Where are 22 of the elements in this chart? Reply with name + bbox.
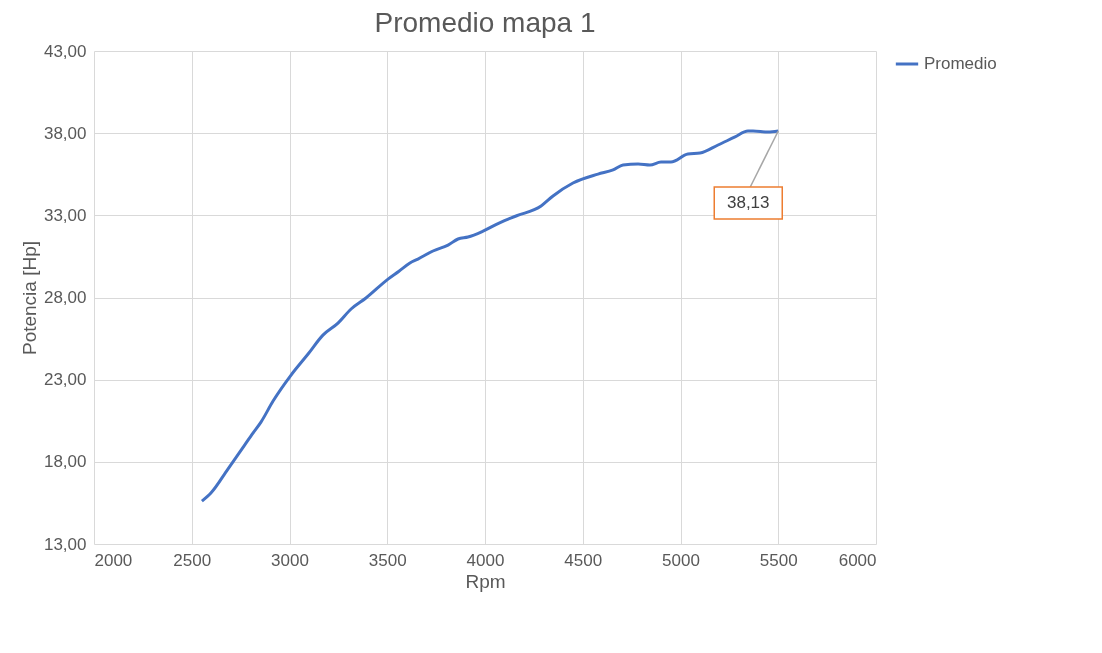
x-tick-label: 2500: [173, 550, 212, 570]
x-tick-label: 4000: [466, 550, 505, 570]
legend-label: Promedio: [924, 54, 997, 73]
x-tick-label: 3500: [368, 550, 407, 570]
x-tick-label: 2000: [94, 550, 133, 570]
y-tick-label: 43,00: [43, 41, 87, 61]
x-tick-label: 5000: [662, 550, 700, 570]
y-tick-label: 33,00: [43, 205, 87, 225]
y-tick-label: 18,00: [43, 452, 87, 472]
y-tick-label: 23,00: [43, 370, 87, 390]
chart-title: Promedio mapa 1: [374, 7, 596, 38]
x-tick-label: 5500: [759, 550, 798, 570]
line-series: [200, 129, 780, 503]
x-tick-label: 6000: [838, 550, 877, 570]
x-tick-label: 3000: [271, 550, 309, 570]
x-axis-title: Rpm: [465, 570, 506, 592]
y-tick-label: 28,00: [43, 288, 87, 307]
x-tick-label: 4500: [564, 550, 603, 570]
y-tick-label: 13,00: [43, 534, 87, 554]
y-axis-title: Potencia [Hp]: [18, 240, 40, 356]
annotation: 38,13: [726, 193, 770, 213]
y-tick-label: 38,00: [43, 123, 87, 143]
